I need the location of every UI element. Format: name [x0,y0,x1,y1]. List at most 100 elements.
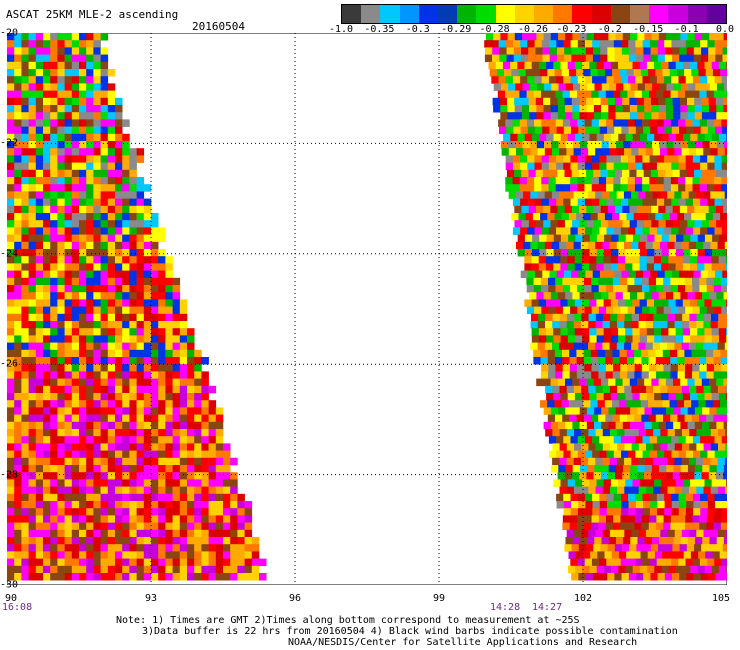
wind-cell [697,133,705,142]
wind-cell [179,537,188,545]
wind-cell [643,573,651,581]
wind-cell [721,119,727,127]
colorbar-tick-label: 0.0 [715,24,735,35]
wind-cell [642,155,650,163]
wind-cell [93,141,101,149]
wind-cell [594,33,602,41]
wind-cell [201,472,209,480]
wind-cell [57,141,65,149]
wind-cell [43,436,51,444]
wind-cell [122,393,130,401]
wind-cell [122,565,130,574]
wind-cell [534,198,542,207]
wind-cell [100,407,109,415]
wind-cell [28,479,37,487]
wind-cell [672,573,680,581]
wind-cell [724,141,727,149]
wind-cell [93,256,101,264]
wind-cell [656,371,664,379]
wind-cell [14,537,22,545]
wind-cell [143,537,152,545]
wind-cell [136,421,145,430]
wind-cell [722,501,727,509]
wind-cell [670,306,679,315]
wind-cell [64,421,73,430]
wind-cell [57,479,65,487]
wind-cell [521,105,530,113]
wind-cell [14,328,22,336]
wind-cell [720,414,727,423]
wind-cell [50,335,58,343]
wind-cell [626,400,634,408]
wind-cell [556,54,565,63]
wind-cell [672,472,681,480]
wind-cell [115,270,123,279]
wind-cell [624,241,632,250]
wind-cell [500,105,508,113]
wind-cell [645,385,654,394]
wind-cell [21,97,29,106]
wind-cell [57,169,65,178]
wind-cell [165,472,173,480]
wind-cell [129,263,137,271]
wind-cell [615,465,624,473]
wind-cell [115,249,123,257]
wind-cell [535,205,544,214]
wind-cell [201,414,209,423]
wind-cell [516,241,524,250]
wind-cell [107,148,116,156]
wind-cell [725,443,727,451]
wind-cell [689,529,697,538]
wind-cell [709,112,717,120]
colorbar-tick-label: -0.35 [364,24,395,35]
wind-cell [107,306,116,315]
wind-cell [622,97,630,106]
wind-cell [598,277,606,286]
wind-cell [598,119,607,127]
wind-cell [703,148,711,156]
wind-cell [208,436,217,444]
wind-cell [701,47,709,55]
wind-cell [194,529,202,538]
wind-cell [605,277,614,286]
wind-cell [230,501,238,509]
wind-cell [655,69,663,77]
wind-cell [628,227,636,235]
wind-cell [122,385,130,394]
wind-cell [21,227,29,235]
wind-cell [43,162,51,171]
wind-cell [546,299,554,307]
wind-cell [100,457,109,466]
wind-cell [115,292,123,300]
wind-cell [129,385,137,394]
wind-cell [700,76,708,84]
wind-cell [673,83,682,91]
wind-cell [107,155,116,163]
wind-cell [527,162,535,171]
wind-cell [143,205,152,214]
wind-cell [57,112,65,120]
wind-cell [151,313,159,322]
wind-cell [585,501,593,509]
wind-cell [533,90,542,99]
wind-cell [14,256,22,264]
wind-cell [610,443,618,451]
wind-cell [122,450,130,459]
wind-cell [675,299,684,307]
wind-cell [158,306,166,315]
wind-cell [608,537,617,545]
wind-cell [43,486,51,495]
wind-cell [631,191,639,199]
wind-cell [593,112,602,120]
wind-cell [614,169,623,178]
wind-cell [550,169,558,178]
wind-cell [705,213,714,221]
wind-cell [79,537,87,545]
wind-cell [100,141,109,149]
wind-cell [642,306,650,315]
wind-cell [143,414,152,423]
wind-cell [50,191,58,199]
wind-cell [690,551,699,559]
wind-cell [583,69,591,77]
wind-cell [694,33,703,41]
